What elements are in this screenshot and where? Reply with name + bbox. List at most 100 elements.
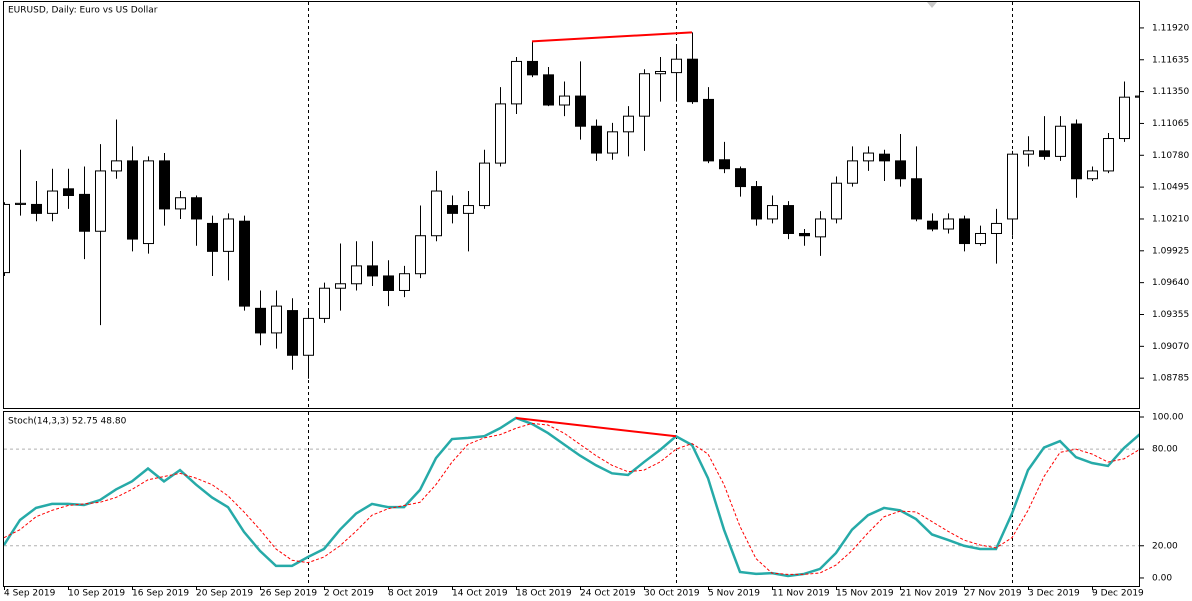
candle-body [1055, 125, 1066, 157]
candle-body [1039, 150, 1050, 157]
x-tick-label: 11 Nov 2019 [772, 589, 830, 599]
chart-title: EURUSD, Daily: Euro vs US Dollar [8, 6, 158, 16]
candle-body [687, 58, 698, 103]
candle-body [447, 205, 458, 214]
shift-marker [927, 2, 937, 8]
candle-body [847, 160, 858, 184]
y-tick-label: 1.10210 [1152, 214, 1189, 224]
candle-body [127, 160, 138, 240]
indicator-title: Stoch(14,3,3) 52.75 48.80 [8, 417, 127, 427]
candle-body [495, 103, 506, 164]
candle-body [31, 203, 42, 214]
x-tick-label: 30 Oct 2019 [644, 589, 700, 599]
candle-body [1007, 153, 1018, 220]
y-tick-label: 20.00 [1152, 541, 1178, 551]
candle-body [95, 170, 106, 232]
candle-body [191, 197, 202, 220]
candle-body [431, 190, 442, 237]
candle-body [751, 186, 762, 220]
divergence-line [531, 31, 693, 43]
candle-body [143, 160, 154, 245]
y-tick-label: 1.11635 [1152, 55, 1189, 65]
candle-body [463, 205, 474, 214]
candle-body [271, 305, 282, 334]
y-tick-label: 80.00 [1152, 445, 1178, 455]
x-tick-label: 26 Sep 2019 [260, 589, 317, 599]
stoch-panel [3, 411, 1140, 587]
y-tick-label: 1.09070 [1152, 342, 1189, 352]
x-tick-label: 21 Nov 2019 [900, 589, 958, 599]
candle-body [799, 232, 810, 237]
y-tick-label: 0.00 [1152, 573, 1172, 583]
candle-body [1023, 150, 1034, 155]
x-tick-label: 9 Dec 2019 [1092, 589, 1144, 599]
candle-body [1135, 95, 1139, 98]
candle-body [335, 283, 346, 289]
candle-body [575, 95, 586, 127]
candle-body [895, 160, 906, 180]
x-tick-label: 2 Oct 2019 [324, 589, 374, 599]
price-plot [4, 31, 1139, 379]
candle-body [367, 265, 378, 277]
candle-body [527, 60, 538, 76]
y-tick-label: 1.10780 [1152, 151, 1189, 161]
candle-body [559, 95, 570, 106]
candle-body [943, 218, 954, 230]
x-tick-label: 3 Dec 2019 [1028, 589, 1080, 599]
candle-body [1103, 138, 1114, 172]
x-tick-label: 16 Sep 2019 [132, 589, 189, 599]
x-tick-label: 27 Nov 2019 [964, 589, 1022, 599]
candle-body [175, 197, 186, 210]
x-tick-label: 10 Sep 2019 [68, 589, 125, 599]
candle-body [623, 115, 634, 133]
candle-body [415, 235, 426, 275]
candle-body [287, 310, 298, 356]
candle-body [607, 131, 618, 154]
candle-body [815, 218, 826, 238]
candle-body [1087, 170, 1098, 180]
candle-body [879, 153, 890, 162]
candle-body [1071, 123, 1082, 180]
candle-body [831, 182, 842, 220]
y-tick-label: 1.11065 [1152, 119, 1189, 129]
candle-body [1119, 96, 1130, 140]
y-tick-label: 100.00 [1152, 412, 1184, 422]
y-tick-label: 1.11350 [1152, 87, 1189, 97]
candle-body [703, 98, 714, 162]
candle-body [639, 73, 650, 117]
candle-body [479, 162, 490, 207]
divergence-line [515, 416, 677, 438]
y-tick-label: 1.09355 [1152, 310, 1189, 320]
candle-body [223, 218, 234, 252]
candle-body [255, 307, 266, 334]
x-tick-label: 4 Sep 2019 [4, 589, 56, 599]
candle-body [351, 265, 362, 285]
candle-body [383, 275, 394, 291]
price-panel [3, 1, 1140, 409]
candle-body [767, 205, 778, 220]
candle-body [303, 317, 314, 356]
y-tick-label: 1.10495 [1152, 183, 1189, 193]
stoch-line [4, 416, 1139, 578]
candle-body [111, 160, 122, 172]
x-tick-label: 18 Oct 2019 [516, 589, 572, 599]
candle-body [47, 190, 58, 214]
candle-body [735, 168, 746, 188]
candle-body [783, 205, 794, 234]
candle-body [207, 222, 218, 252]
x-tick-label: 24 Oct 2019 [580, 589, 636, 599]
candle-body [239, 220, 250, 307]
candle-body [543, 74, 554, 106]
candle-body [671, 58, 682, 74]
y-tick-label: 1.08785 [1152, 374, 1189, 384]
x-tick-label: 20 Sep 2019 [196, 589, 253, 599]
y-tick-label: 1.11920 [1152, 23, 1189, 33]
candle-body [927, 220, 938, 230]
candle-body [719, 159, 730, 170]
stoch-plot [4, 416, 1139, 578]
candle-body [975, 232, 986, 245]
candle-body [959, 218, 970, 245]
candle-body [319, 287, 330, 319]
candle-body [159, 160, 170, 210]
